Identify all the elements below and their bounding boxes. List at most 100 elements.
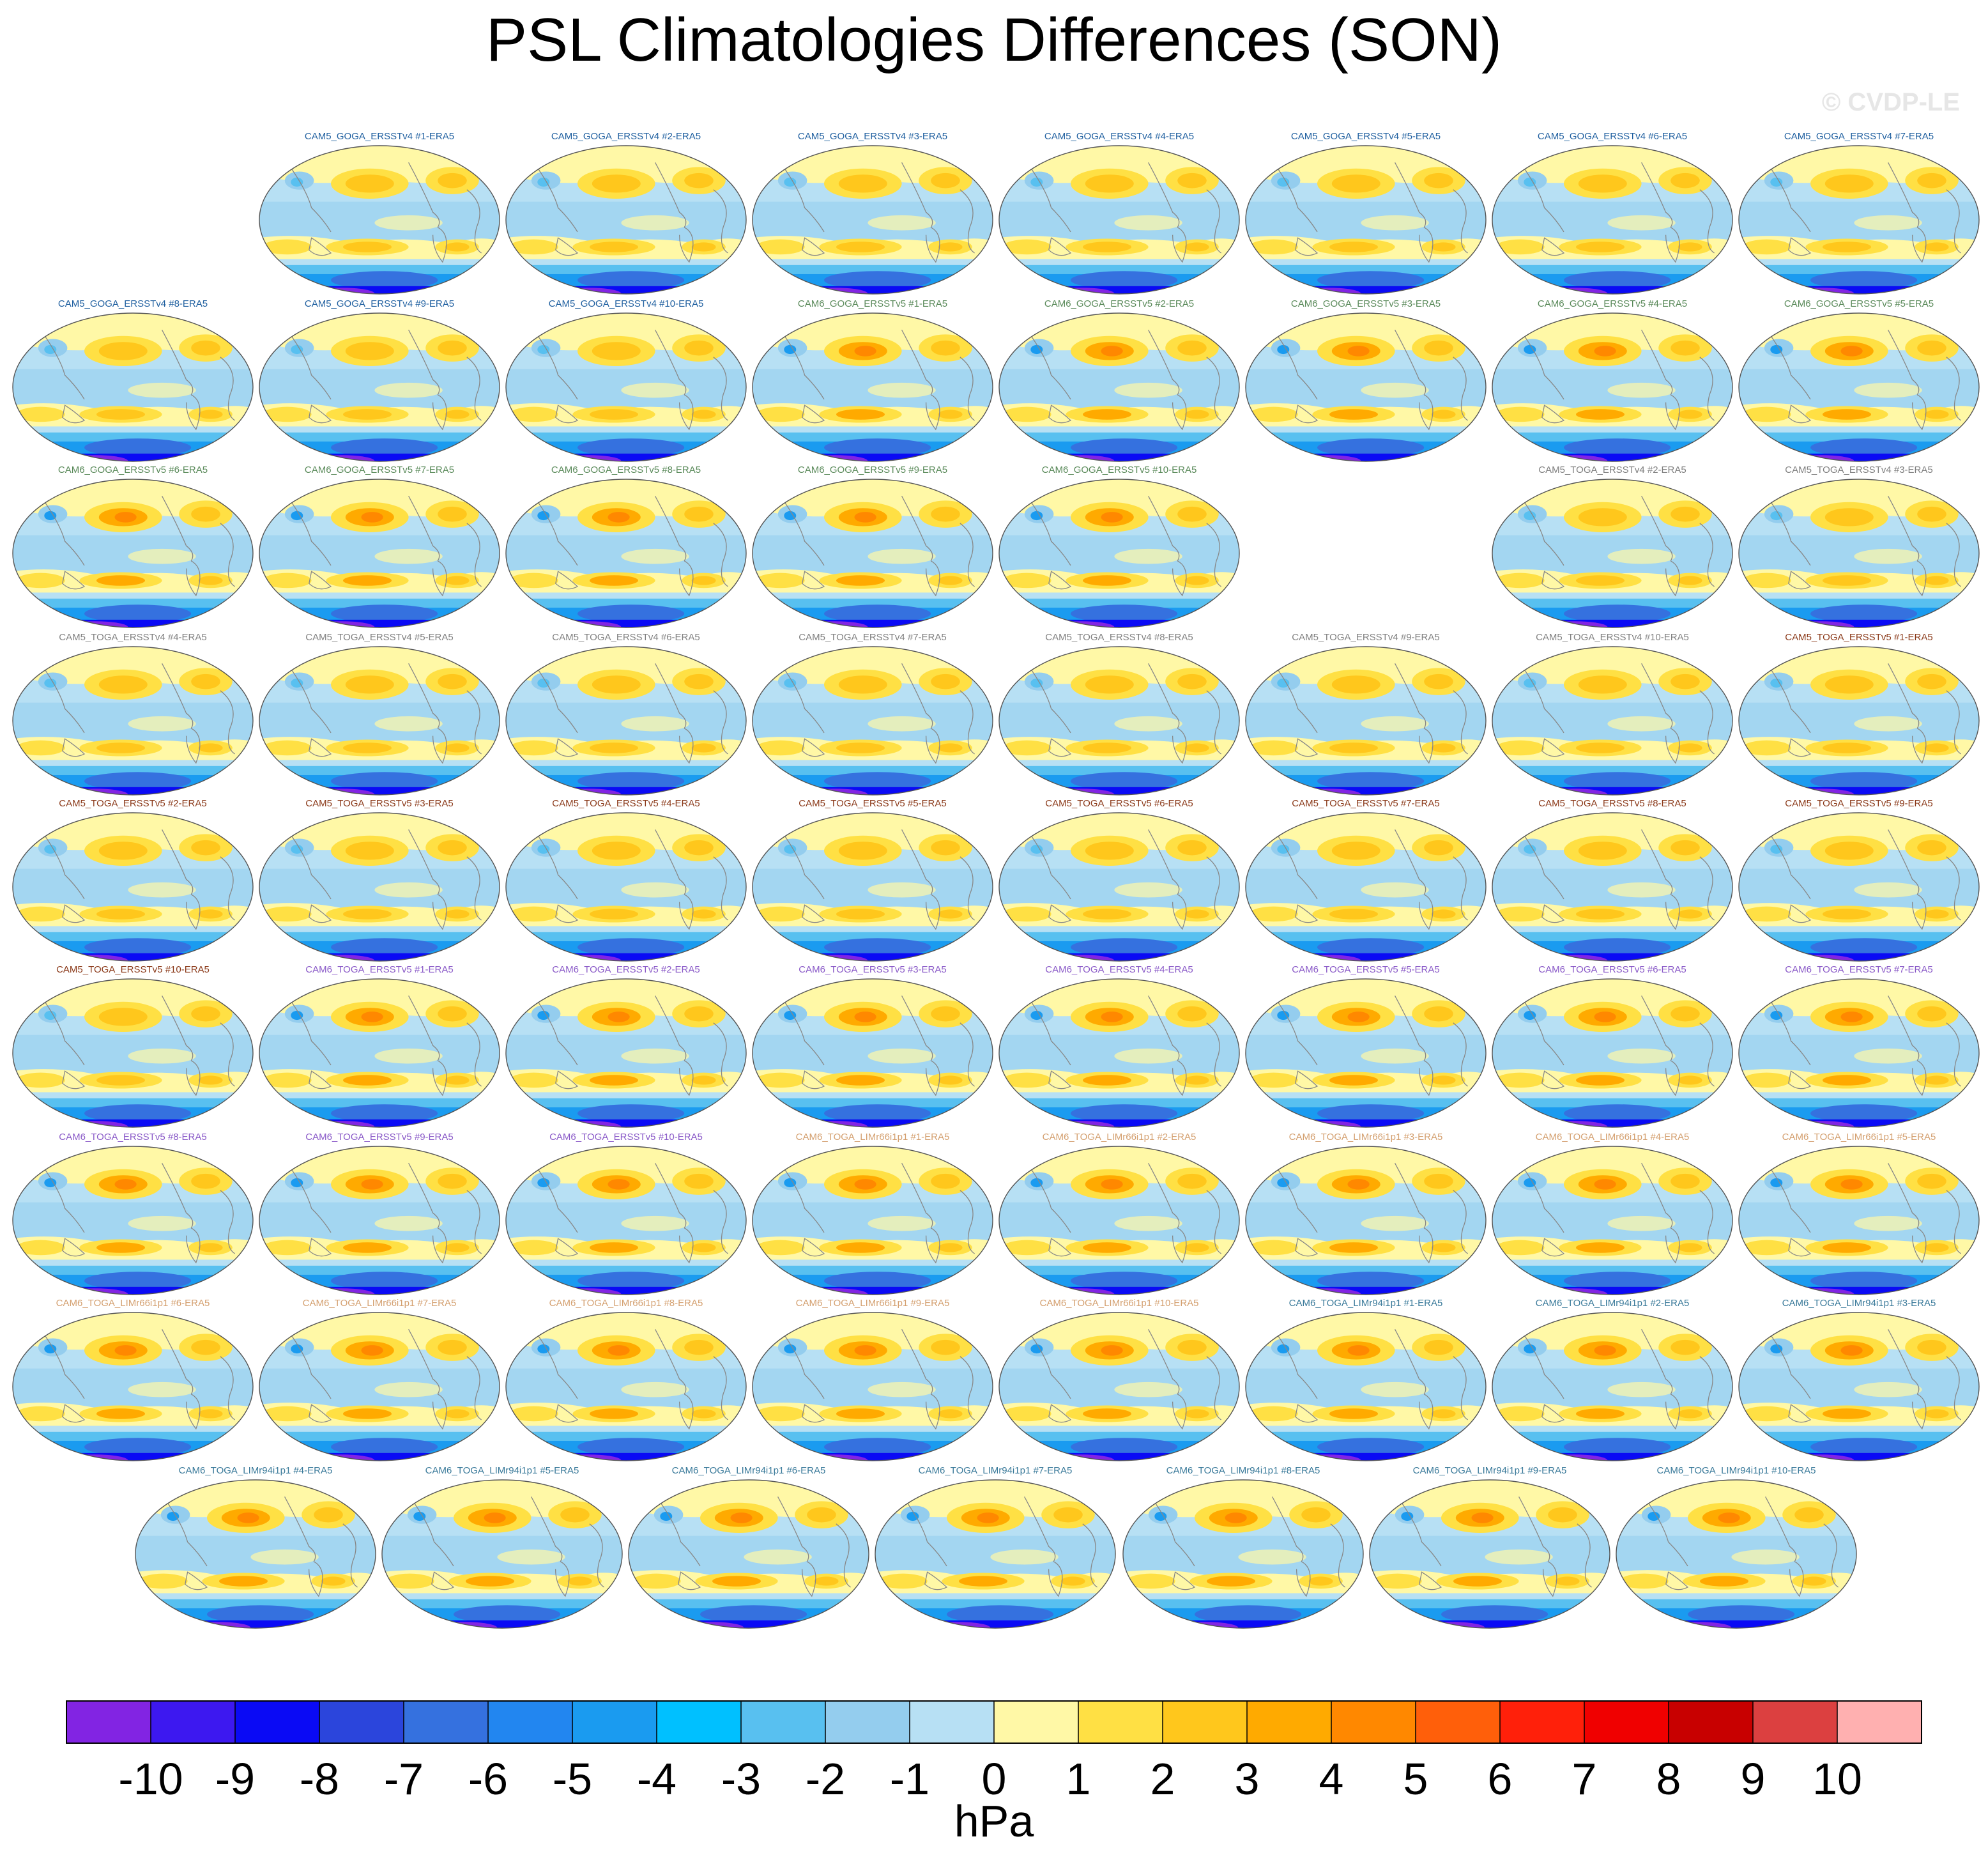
colorbar-swatch	[66, 1701, 151, 1743]
panel-title: CAM5_GOGA_ERSSTv4 #10-ERA5	[548, 298, 704, 309]
map-panel: CAM6_TOGA_ERSSTv5 #9-ERA5	[258, 1131, 501, 1296]
panel-title: CAM5_TOGA_ERSSTv5 #5-ERA5	[799, 798, 947, 809]
panel-title: CAM6_TOGA_LIMr94i1p1 #10-ERA5	[1656, 1465, 1816, 1476]
panel-title: CAM6_TOGA_LIMr94i1p1 #7-ERA5	[918, 1465, 1073, 1476]
map-panel: CAM6_GOGA_ERSSTv5 #6-ERA5	[11, 464, 254, 629]
map-field	[1738, 145, 1980, 295]
panel-title: CAM6_TOGA_ERSSTv5 #3-ERA5	[799, 964, 947, 975]
map-field	[505, 646, 747, 796]
map-panel: CAM6_TOGA_LIMr66i1p1 #4-ERA5	[1491, 1131, 1734, 1296]
panel-title: CAM6_TOGA_LIMr94i1p1 #3-ERA5	[1782, 1298, 1936, 1309]
map-field	[752, 145, 993, 295]
panel-title: CAM6_TOGA_LIMr94i1p1 #5-ERA5	[425, 1465, 579, 1476]
map-panel: CAM6_TOGA_ERSSTv5 #3-ERA5	[751, 964, 994, 1128]
panel-title: CAM6_TOGA_ERSSTv5 #5-ERA5	[1292, 964, 1440, 975]
panel-title: CAM6_GOGA_ERSSTv5 #6-ERA5	[57, 465, 208, 475]
map-panel: CAM5_TOGA_ERSSTv5 #1-ERA5	[1738, 631, 1980, 796]
map-panel: CAM6_TOGA_LIMr94i1p1 #7-ERA5	[874, 1465, 1117, 1629]
colorbar-swatch	[1500, 1701, 1585, 1743]
map-field	[12, 646, 254, 796]
map-field	[259, 978, 500, 1128]
map-panel: CAM6_TOGA_LIMr66i1p1 #3-ERA5	[1244, 1131, 1487, 1296]
panel-title: CAM5_GOGA_ERSSTv4 #3-ERA5	[797, 131, 948, 142]
panel-title: CAM5_GOGA_ERSSTv4 #2-ERA5	[551, 131, 701, 142]
panel-title: CAM5_TOGA_ERSSTv4 #9-ERA5	[1292, 632, 1440, 643]
map-panel: CAM5_GOGA_ERSSTv4 #8-ERA5	[11, 298, 254, 463]
panel-title: CAM6_TOGA_LIMr94i1p1 #2-ERA5	[1535, 1298, 1690, 1309]
map-panel: CAM6_TOGA_LIMr66i1p1 #8-ERA5	[505, 1297, 747, 1462]
map-panel: CAM6_TOGA_ERSSTv5 #8-ERA5	[11, 1131, 254, 1296]
map-panel: CAM6_TOGA_LIMr66i1p1 #10-ERA5	[998, 1297, 1241, 1462]
map-field	[259, 646, 500, 796]
panel-title: CAM5_GOGA_ERSSTv4 #7-ERA5	[1784, 131, 1934, 142]
map-field	[998, 1312, 1240, 1461]
panel-title: CAM6_TOGA_LIMr94i1p1 #6-ERA5	[671, 1465, 826, 1476]
map-field	[505, 1146, 747, 1295]
map-field	[1492, 479, 1733, 628]
map-panel: CAM5_GOGA_ERSSTv4 #10-ERA5	[505, 298, 747, 463]
colorbar-swatch	[1837, 1701, 1922, 1743]
map-field	[259, 812, 500, 962]
map-field	[12, 1312, 254, 1461]
panel-title: CAM6_TOGA_LIMr94i1p1 #9-ERA5	[1412, 1465, 1567, 1476]
map-panel: CAM6_TOGA_ERSSTv5 #10-ERA5	[505, 1131, 747, 1296]
map-field	[1738, 1312, 1980, 1461]
map-field	[628, 1479, 869, 1629]
map-panel: CAM5_GOGA_ERSSTv4 #4-ERA5	[998, 130, 1241, 295]
map-field	[998, 312, 1240, 462]
panel-title: CAM6_GOGA_ERSSTv5 #8-ERA5	[551, 465, 701, 475]
map-field	[259, 479, 500, 628]
map-panel: CAM5_TOGA_ERSSTv5 #8-ERA5	[1491, 797, 1734, 962]
colorbar-swatch	[1753, 1701, 1838, 1743]
map-panel: CAM6_GOGA_ERSSTv5 #1-ERA5	[751, 298, 994, 463]
panel-title: CAM6_TOGA_ERSSTv5 #2-ERA5	[552, 964, 700, 975]
panel-title: CAM6_TOGA_LIMr66i1p1 #1-ERA5	[795, 1132, 950, 1143]
map-panel: CAM5_TOGA_ERSSTv4 #8-ERA5	[998, 631, 1241, 796]
map-field	[1492, 646, 1733, 796]
panel-title: CAM5_GOGA_ERSSTv4 #9-ERA5	[304, 298, 455, 309]
map-field	[259, 1312, 500, 1461]
map-field	[752, 312, 993, 462]
map-panel: CAM6_TOGA_ERSSTv5 #6-ERA5	[1491, 964, 1734, 1128]
colorbar-swatch	[1584, 1701, 1669, 1743]
map-field	[752, 812, 993, 962]
map-field	[135, 1479, 376, 1629]
map-field	[998, 1146, 1240, 1295]
panel-title: CAM6_GOGA_ERSSTv5 #1-ERA5	[797, 298, 948, 309]
panel-title: CAM5_GOGA_ERSSTv4 #5-ERA5	[1290, 131, 1441, 142]
map-panel: CAM5_TOGA_ERSSTv5 #6-ERA5	[998, 797, 1241, 962]
map-panel: CAM6_GOGA_ERSSTv5 #5-ERA5	[1738, 298, 1980, 463]
map-panel: CAM5_TOGA_ERSSTv5 #7-ERA5	[1244, 797, 1487, 962]
map-panel: CAM6_TOGA_LIMr66i1p1 #6-ERA5	[11, 1297, 254, 1462]
map-panel: CAM6_TOGA_LIMr66i1p1 #1-ERA5	[751, 1131, 994, 1296]
map-field	[505, 978, 747, 1128]
map-field	[505, 312, 747, 462]
map-panel: CAM6_TOGA_LIMr94i1p1 #6-ERA5	[627, 1465, 870, 1629]
map-panel: CAM6_GOGA_ERSSTv5 #7-ERA5	[258, 464, 501, 629]
map-panel: CAM5_GOGA_ERSSTv4 #1-ERA5	[258, 130, 501, 295]
map-panel: CAM5_TOGA_ERSSTv4 #3-ERA5	[1738, 464, 1980, 629]
panel-title: CAM6_GOGA_ERSSTv5 #3-ERA5	[1290, 298, 1441, 309]
panel-title: CAM6_GOGA_ERSSTv5 #7-ERA5	[304, 465, 455, 475]
map-field	[1492, 978, 1733, 1128]
map-field	[1245, 312, 1487, 462]
colorbar-frame	[66, 1700, 1922, 1744]
panel-title: CAM5_TOGA_ERSSTv4 #6-ERA5	[552, 632, 700, 643]
map-panel: CAM5_TOGA_ERSSTv4 #9-ERA5	[1244, 631, 1487, 796]
map-panel: CAM6_TOGA_LIMr66i1p1 #7-ERA5	[258, 1297, 501, 1462]
panel-title: CAM6_TOGA_LIMr66i1p1 #3-ERA5	[1288, 1132, 1443, 1143]
map-panel: CAM6_GOGA_ERSSTv5 #10-ERA5	[998, 464, 1241, 629]
panel-title: CAM6_TOGA_ERSSTv5 #9-ERA5	[305, 1132, 454, 1143]
map-field	[998, 145, 1240, 295]
panel-title: CAM5_TOGA_ERSSTv5 #4-ERA5	[552, 798, 700, 809]
panel-title: CAM6_GOGA_ERSSTv5 #4-ERA5	[1537, 298, 1688, 309]
map-field	[1245, 1146, 1487, 1295]
map-panel: CAM6_TOGA_LIMr94i1p1 #10-ERA5	[1615, 1465, 1858, 1629]
map-panel: CAM5_TOGA_ERSSTv4 #10-ERA5	[1491, 631, 1734, 796]
panel-title: CAM6_TOGA_LIMr66i1p1 #10-ERA5	[1039, 1298, 1199, 1309]
panel-title: CAM6_GOGA_ERSSTv5 #9-ERA5	[797, 465, 948, 475]
map-field	[1492, 312, 1733, 462]
watermark: © CVDP-LE	[1821, 88, 1960, 116]
panel-title: CAM5_TOGA_ERSSTv4 #8-ERA5	[1045, 632, 1193, 643]
map-panel: CAM5_TOGA_ERSSTv5 #3-ERA5	[258, 797, 501, 962]
